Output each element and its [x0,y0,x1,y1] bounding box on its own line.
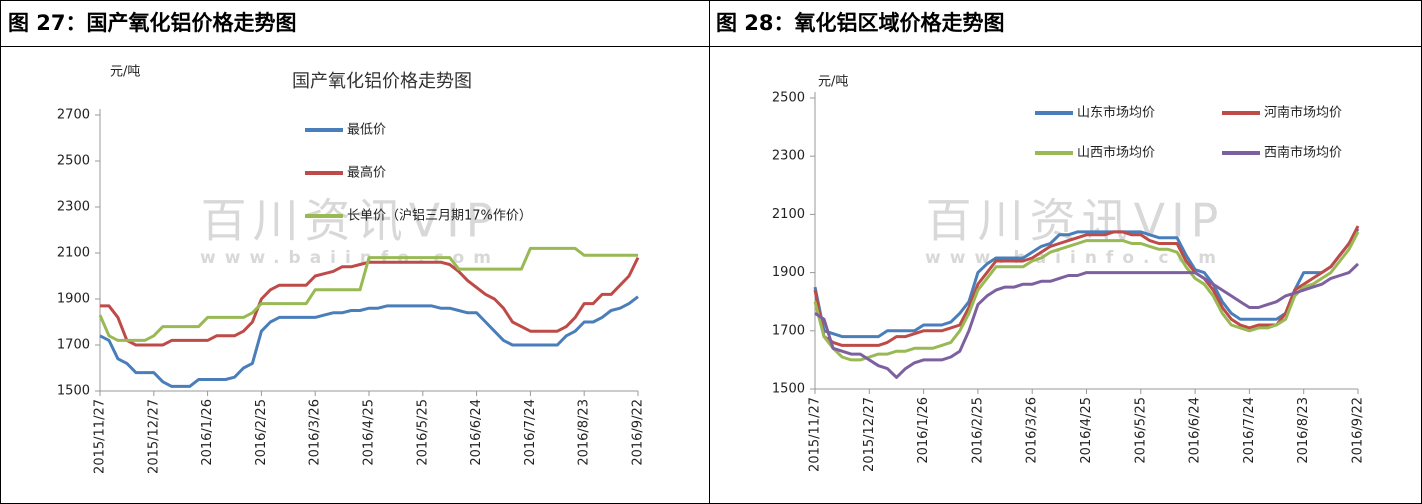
y-tick-label: 2300 [57,200,90,215]
y-tick-label: 2500 [772,91,805,106]
x-tick-label: 2016/6/24 [1188,397,1203,464]
x-tick-label: 2016/5/25 [415,399,430,466]
legend-label: 山东市场均价 [1077,105,1155,121]
x-tick-label: 2016/9/22 [631,399,646,466]
x-tick-label: 2016/2/25 [970,397,985,464]
legend-label: 长单价（沪铝三月期17%作价） [347,208,532,224]
x-tick-label: 2016/7/24 [1242,397,1257,464]
y-tick-label: 1500 [772,382,805,397]
y-tick-label: 1500 [57,384,90,399]
legend-label: 河南市场均价 [1264,105,1342,121]
y-tick-label: 1900 [57,292,90,307]
y-tick-label: 1900 [772,265,805,280]
legend-label: 山西市场均价 [1077,145,1155,161]
x-tick-label: 2016/7/24 [523,399,538,466]
y-tick-label: 2500 [57,154,90,169]
legend-label: 西南市场均价 [1264,145,1342,161]
watermark: 百川资讯VIP [201,194,500,248]
x-tick-label: 2016/8/23 [577,399,592,466]
x-tick-label: 2016/3/26 [1025,397,1040,464]
x-tick-label: 2016/1/26 [916,397,931,464]
x-tick-label: 2016/5/25 [1133,397,1148,464]
x-tick-label: 2015/12/27 [146,399,161,474]
y-tick-label: 1700 [772,323,805,338]
series-line [813,228,1360,339]
series-line [813,225,1360,347]
x-tick-label: 2016/9/22 [1351,397,1366,464]
watermark: www.baiinfo.com [925,248,1225,268]
x-tick-label: 2015/12/27 [862,397,877,472]
series-line [98,246,638,342]
series-line [99,295,639,388]
x-tick-label: 2016/6/24 [469,399,484,466]
chart-title: 国产氧化铝价格走势图 [292,71,472,92]
y-tick-label: 1700 [57,338,90,353]
x-tick-label: 2016/8/23 [1296,397,1311,464]
series-line [100,256,640,347]
x-tick-label: 2015/11/27 [808,397,823,472]
y-tick-label: 2100 [772,207,805,222]
legend-label: 最低价 [347,123,386,138]
figure-heading: 图 27：国产氧化铝价格走势图 [8,11,297,35]
figure-heading: 图 28：氧化铝区域价格走势图 [716,11,1005,35]
series-line [814,262,1360,379]
y-unit: 元/吨 [110,65,140,80]
x-tick-label: 2016/4/25 [1079,397,1094,464]
y-unit: 元/吨 [818,75,848,90]
x-tick-label: 2016/3/26 [308,399,323,466]
x-tick-label: 2016/4/25 [362,399,377,466]
y-tick-label: 2100 [57,246,90,261]
x-tick-label: 2016/1/26 [200,399,215,466]
y-tick-label: 2700 [57,108,90,123]
x-tick-label: 2016/2/25 [254,399,269,466]
series-line [813,231,1360,362]
legend-label: 最高价 [347,165,386,181]
x-tick-label: 2015/11/27 [93,399,108,474]
y-tick-label: 2300 [772,149,805,164]
